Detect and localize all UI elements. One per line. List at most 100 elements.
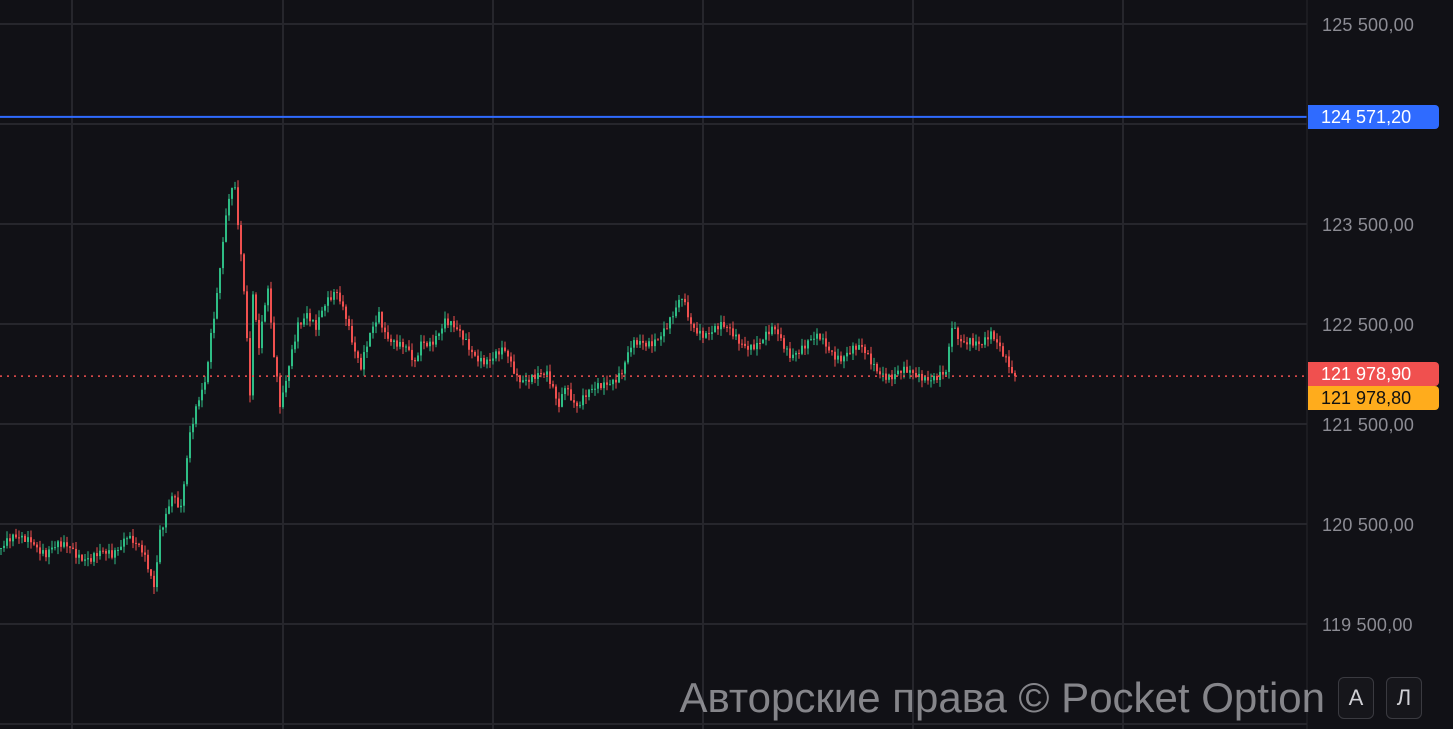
candle [315, 320, 317, 330]
candle [522, 380, 524, 383]
candle [813, 338, 815, 340]
candle [654, 339, 656, 347]
candle [729, 327, 731, 329]
candle [945, 371, 947, 375]
candle [9, 538, 11, 542]
candle [156, 562, 158, 588]
candle [129, 535, 131, 539]
candle [993, 331, 995, 340]
candle [432, 341, 434, 345]
candle [225, 215, 227, 242]
candle [798, 352, 800, 354]
candle [690, 317, 692, 324]
candle [801, 345, 803, 354]
candle [6, 538, 8, 546]
candle [972, 338, 974, 346]
candle [324, 305, 326, 311]
candle [336, 292, 338, 294]
candle [33, 542, 35, 545]
candle [105, 550, 107, 554]
candle [957, 327, 959, 340]
level-price-tag[interactable]: 124 571,20 [1308, 104, 1439, 129]
candle [987, 337, 989, 340]
candle [429, 341, 431, 347]
candle [36, 544, 38, 548]
candle [1005, 356, 1007, 358]
candle [444, 318, 446, 329]
candle [1008, 356, 1010, 367]
candle [141, 544, 143, 553]
candle [108, 550, 110, 554]
candle [837, 355, 839, 360]
candle [804, 345, 806, 349]
candle [318, 317, 320, 330]
candle [366, 346, 368, 353]
candle [312, 320, 314, 322]
candle [339, 292, 341, 302]
candle [702, 330, 704, 338]
candle [423, 341, 425, 343]
candle [759, 343, 761, 345]
candle [198, 400, 200, 407]
candle [18, 537, 20, 539]
candle [216, 293, 218, 319]
candle [978, 341, 980, 345]
candle [828, 346, 830, 351]
candle [900, 370, 902, 373]
candle [72, 547, 74, 549]
candle [807, 340, 809, 349]
candle [621, 373, 623, 375]
candle [612, 379, 614, 385]
candle [732, 328, 734, 337]
candle [504, 347, 506, 351]
candle [672, 316, 674, 318]
candle [645, 342, 647, 347]
candle [639, 340, 641, 345]
auto-scale-button[interactable]: A [1338, 677, 1374, 719]
candle [387, 332, 389, 339]
candle [447, 318, 449, 326]
candle [582, 395, 584, 406]
candle [267, 288, 269, 306]
candle [471, 349, 473, 353]
candle [303, 318, 305, 325]
candle [300, 322, 302, 325]
candle [912, 370, 914, 373]
candle [642, 340, 644, 343]
candle [606, 382, 608, 385]
candle [321, 310, 323, 318]
candle [264, 305, 266, 322]
candle [906, 366, 908, 373]
candle [903, 366, 905, 373]
candle [684, 298, 686, 303]
candle [786, 348, 788, 350]
candle [351, 326, 353, 343]
candle [975, 341, 977, 346]
candle [414, 360, 416, 362]
candle [567, 388, 569, 390]
candle [753, 344, 755, 350]
candle [768, 331, 770, 335]
candle [585, 395, 587, 397]
candle [681, 298, 683, 300]
scale-mode-button[interactable]: Л [1386, 677, 1422, 719]
candle [51, 547, 53, 550]
candle [333, 292, 335, 300]
candle [951, 328, 953, 347]
candle [57, 541, 59, 548]
candle [999, 342, 1001, 347]
candle [183, 484, 185, 506]
candle [372, 326, 374, 333]
candle [858, 345, 860, 350]
candle [237, 187, 239, 226]
candle [477, 355, 479, 362]
candle [1011, 366, 1013, 373]
candle [843, 356, 845, 362]
candle [846, 352, 848, 357]
candle [255, 294, 257, 320]
candle [12, 534, 14, 542]
candle [591, 388, 593, 390]
candle [30, 537, 32, 543]
candle [810, 339, 812, 341]
